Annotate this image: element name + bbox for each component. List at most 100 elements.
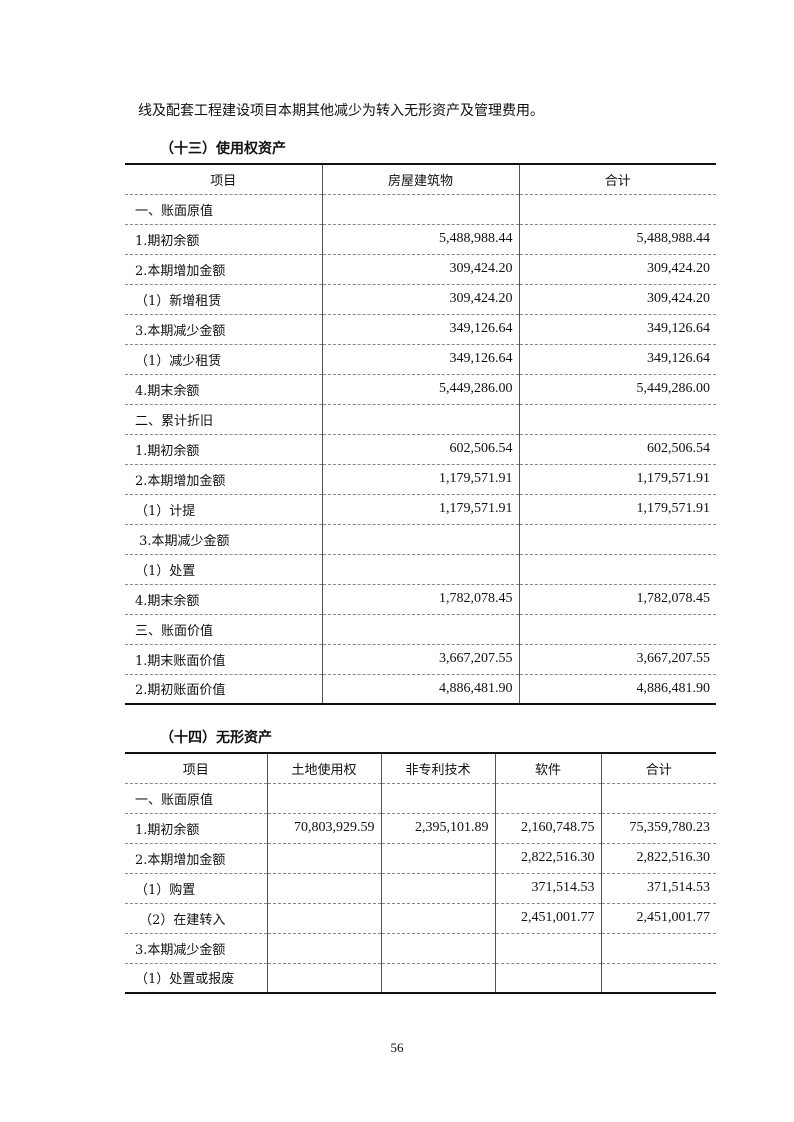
cell-value	[518, 614, 716, 645]
cell-value: 70,803,929.59	[266, 813, 381, 844]
table-row: （1）新增租赁 309,424.20 309,424.20	[125, 284, 716, 315]
table-row: 一、账面原值	[125, 783, 716, 814]
row-label: 一、账面原值	[125, 194, 322, 225]
row-label: 4.期末余额	[125, 584, 322, 615]
row-label: 2.本期增加金额	[125, 254, 322, 285]
cell-value	[321, 404, 519, 435]
row-label: 三、账面价值	[125, 614, 322, 645]
table-row: 2.本期增加金额 1,179,571.91 1,179,571.91	[125, 464, 716, 495]
table-row: 二、累计折旧	[125, 404, 716, 435]
cell-value: 309,424.20	[321, 284, 519, 315]
row-label: （1）计提	[125, 494, 322, 525]
cell-value	[266, 903, 381, 934]
table-row: （1）购置 371,514.53 371,514.53	[125, 873, 716, 904]
cell-value: 2,822,516.30	[600, 843, 716, 874]
cell-value: 309,424.20	[518, 284, 716, 315]
column-header: 土地使用权	[266, 753, 381, 784]
row-label: 1.期初余额	[125, 813, 267, 844]
cell-value: 349,126.64	[518, 314, 716, 345]
cell-value: 4,886,481.90	[518, 674, 716, 704]
cell-value: 1,179,571.91	[321, 464, 519, 495]
cell-value	[380, 963, 495, 993]
row-label: 3.本期减少金额	[125, 524, 322, 555]
cell-value: 371,514.53	[494, 873, 601, 904]
column-header: 项目	[125, 753, 267, 784]
table-row: 4.期末余额 1,782,078.45 1,782,078.45	[125, 584, 716, 615]
cell-value: 5,488,988.44	[518, 224, 716, 255]
row-label: （1）新增租赁	[125, 284, 322, 315]
cell-value	[518, 194, 716, 225]
cell-value: 349,126.64	[518, 344, 716, 375]
intangible-assets-table: 项目 土地使用权 非专利技术 软件 合计 一、账面原值 1.期初余额 70,803,929.…	[125, 752, 716, 994]
column-header: 软件	[494, 753, 601, 784]
cell-value: 602,506.54	[518, 434, 716, 465]
table-row: （2）在建转入 2,451,001.77 2,451,001.77	[125, 903, 716, 934]
cell-value	[321, 554, 519, 585]
cell-value: 5,488,988.44	[321, 224, 519, 255]
cell-value: 371,514.53	[600, 873, 716, 904]
cell-value: 2,395,101.89	[380, 813, 495, 844]
cell-value	[494, 963, 601, 993]
cell-value	[266, 933, 381, 964]
row-label: 1.期末账面价值	[125, 644, 322, 675]
table-row: 3.本期减少金额	[125, 933, 716, 964]
cell-value: 2,451,001.77	[600, 903, 716, 934]
table-row: 1.期初余额 5,488,988.44 5,488,988.44	[125, 224, 716, 255]
column-header: 项目	[125, 164, 322, 195]
right-of-use-table: 项目 房屋建筑物 合计 一、账面原值 1.期初余额 5,488,988.44 5,488,…	[125, 163, 716, 705]
cell-value: 1,782,078.45	[518, 584, 716, 615]
row-label: 4.期末余额	[125, 374, 322, 405]
table-row: （1）处置	[125, 554, 716, 585]
cell-value	[380, 843, 495, 874]
cell-value	[518, 404, 716, 435]
cell-value: 1,179,571.91	[518, 494, 716, 525]
cell-value	[380, 903, 495, 934]
table-row: （1）处置或报废	[125, 963, 716, 993]
cell-value	[266, 963, 381, 993]
row-label: 3.本期减少金额	[125, 933, 267, 964]
section-title-intangible: （十四）无形资产	[160, 730, 272, 746]
table-row: 一、账面原值	[125, 194, 716, 225]
cell-value: 2,160,748.75	[494, 813, 601, 844]
row-label: （2）在建转入	[125, 903, 267, 934]
column-header: 合计	[518, 164, 716, 195]
table-row: 1.期末账面价值 3,667,207.55 3,667,207.55	[125, 644, 716, 675]
table-row: 4.期末余额 5,449,286.00 5,449,286.00	[125, 374, 716, 405]
cell-value: 1,782,078.45	[321, 584, 519, 615]
row-label: 2.期初账面价值	[135, 683, 226, 699]
row-label: 二、累计折旧	[125, 404, 322, 435]
row-label: 1.期初余额	[125, 434, 322, 465]
cell-value	[380, 873, 495, 904]
table-row: 2.本期增加金额 2,822,516.30 2,822,516.30	[125, 843, 716, 874]
row-label: （1）减少租赁	[125, 344, 322, 375]
row-label: 3.本期减少金额	[125, 314, 322, 345]
cell-value: 1,179,571.91	[518, 464, 716, 495]
cell-value	[321, 194, 519, 225]
cell-value	[494, 933, 601, 964]
cell-value	[380, 783, 495, 814]
column-header: 房屋建筑物	[321, 164, 519, 195]
cell-value: 349,126.64	[321, 344, 519, 375]
row-label: 2.本期增加金额	[125, 843, 267, 874]
table-row: 2.期初账面价值 4,886,481.90 4,886,481.90	[125, 674, 716, 704]
row-label: （1）购置	[125, 873, 267, 904]
row-label: 2.本期增加金额	[125, 464, 322, 495]
page-number: 56	[390, 1040, 404, 1055]
cell-value	[266, 783, 381, 814]
row-label: （1）处置	[125, 554, 322, 585]
cell-value: 3,667,207.55	[321, 644, 519, 675]
table-row: 3.本期减少金额	[125, 524, 716, 555]
row-label: 1.期初余额	[125, 224, 322, 255]
section-title-right-of-use: （十三）使用权资产	[160, 141, 286, 157]
column-header: 合计	[600, 753, 716, 784]
cell-value: 75,359,780.23	[600, 813, 716, 844]
table-row: 2.本期增加金额 309,424.20 309,424.20	[125, 254, 716, 285]
table-row: （1）计提 1,179,571.91 1,179,571.91	[125, 494, 716, 525]
cell-value	[266, 873, 381, 904]
cell-value: 4,886,481.90	[321, 674, 519, 704]
row-label: 一、账面原值	[125, 783, 267, 814]
cell-value: 1,179,571.91	[321, 494, 519, 525]
cell-value: 2,822,516.30	[494, 843, 601, 874]
cell-value	[266, 843, 381, 874]
cell-value	[321, 614, 519, 645]
